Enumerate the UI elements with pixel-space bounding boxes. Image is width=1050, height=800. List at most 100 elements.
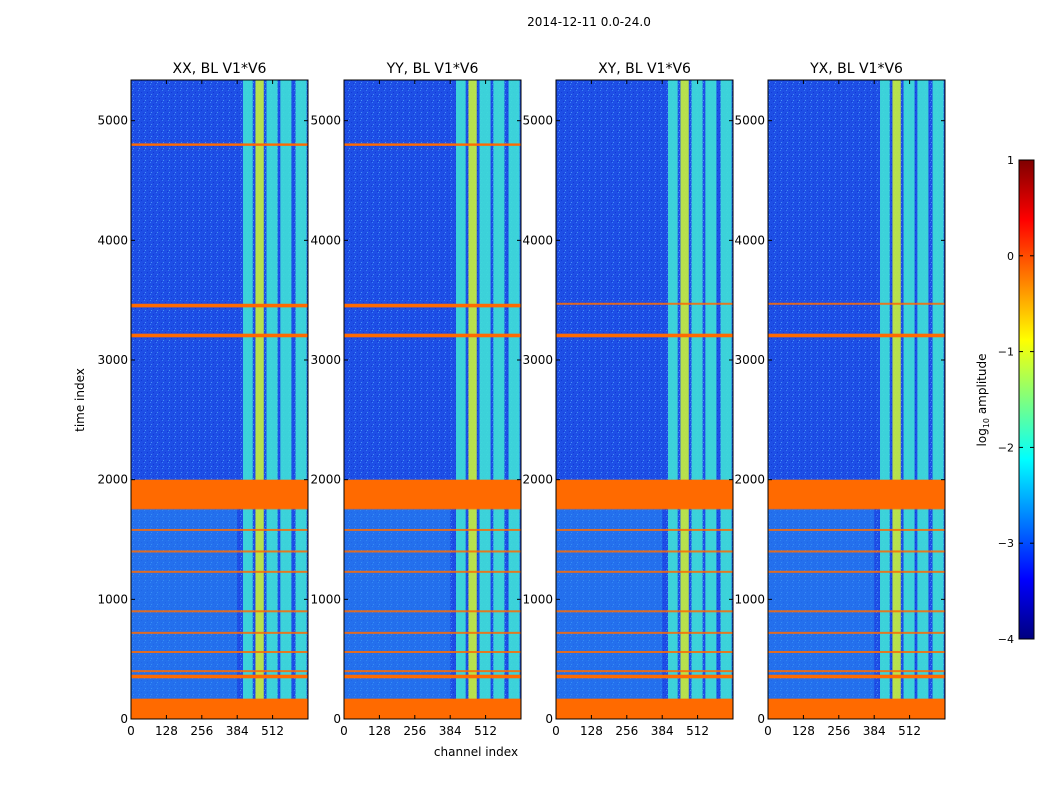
flagged-row-block [344,698,521,719]
flagged-row-block [768,698,945,719]
bright-channel-band [892,80,901,719]
x-tick-label: 0 [552,724,560,738]
flagged-line [556,650,733,653]
colorbar-tick-label: 0 [1007,250,1014,263]
y-tick-label: 1000 [97,592,128,606]
bright-channel-band [691,80,703,719]
x-tick-label: 0 [340,724,348,738]
bright-channel-band [479,80,491,719]
heatmap-panel-4: YX, BL V1*V6 0 128 256 384 512 0 1000 2000 3000 40… [734,61,946,738]
flagged-line [344,570,521,573]
flagged-line [556,670,733,673]
y-tick-label: 0 [545,712,553,726]
flagged-row-block [344,303,521,308]
heatmap-panel-1: XX, BL V1*V6 0 128 256 384 512 0 1000 2000 3000 40… [97,61,309,738]
flagged-line [556,302,733,305]
colorbar-label: log10 amplitude [975,354,991,447]
x-tick-label: 256 [403,724,426,738]
flagged-row-block [131,698,308,719]
x-tick-label: 128 [368,724,391,738]
colorbar-tick-label: −3 [998,537,1014,550]
flagged-line [131,650,308,653]
panel-title: XY, BL V1*V6 [598,61,691,77]
flagged-line [131,631,308,634]
x-tick-label: 256 [827,724,850,738]
x-axis-label: channel index [434,745,518,759]
flagged-line [344,670,521,673]
axes-frame [555,79,734,720]
x-tick-label: 512 [474,724,497,738]
bright-channel-band [243,80,253,719]
flagged-row-block [131,479,308,509]
heatmap-panel-3: XY, BL V1*V6 0 128 256 384 512 0 1000 2000 3000 40… [522,61,734,738]
flagged-row-block [556,333,733,338]
bright-channel-band [493,80,505,719]
x-tick-label: 512 [686,724,709,738]
x-tick-label: 128 [792,724,815,738]
x-tick-label: 512 [261,724,284,738]
flagged-line [768,528,945,531]
bright-channel-band [903,80,915,719]
flagged-row-block [131,143,308,146]
y-tick-label: 4000 [310,233,341,247]
colorbar-tick-label: −2 [998,441,1014,454]
bright-channel-band [932,80,944,719]
x-tick-label: 384 [226,724,249,738]
bright-channel-band [255,80,264,719]
flagged-line [344,528,521,531]
colorbar-tick-label: −4 [998,633,1014,646]
flagged-line [556,610,733,613]
flagged-line [768,650,945,653]
flagged-line [556,631,733,634]
y-tick-label: 3000 [734,353,765,367]
y-tick-label: 5000 [310,114,341,128]
flagged-line [344,631,521,634]
y-tick-label: 3000 [310,353,341,367]
x-tick-label: 384 [651,724,674,738]
flagged-line [131,570,308,573]
heatmap-lower-region [344,479,451,719]
flagged-row-block [131,303,308,308]
colorbar: 1 0 −1 −2 −3 −4 log10 amplitude [975,154,1035,646]
flagged-line [768,570,945,573]
flagged-row-block [344,143,521,146]
flagged-row-block [768,479,945,509]
y-axis-label: time index [73,368,87,432]
flagged-line [344,650,521,653]
bright-channel-band [668,80,678,719]
y-tick-label: 0 [333,712,341,726]
axes-frame [343,79,522,720]
flagged-row-block [131,333,308,338]
x-tick-label: 128 [580,724,603,738]
bright-channel-band [295,80,307,719]
heatmap-lower-region [131,479,238,719]
y-tick-label: 3000 [522,353,553,367]
x-tick-label: 384 [863,724,886,738]
y-tick-label: 1000 [734,592,765,606]
x-tick-label: 384 [439,724,462,738]
flagged-row-block [556,479,733,509]
bright-channel-band [917,80,929,719]
bright-channel-band [680,80,689,719]
bright-channel-band [880,80,890,719]
flagged-row-block [556,674,733,679]
flagged-row-block [768,333,945,338]
bright-channel-band [266,80,278,719]
flagged-line [131,528,308,531]
flagged-row-block [556,698,733,719]
flagged-line [344,610,521,613]
y-tick-label: 0 [120,712,128,726]
flagged-line [131,670,308,673]
y-tick-label: 2000 [734,473,765,487]
axes-frame [130,79,309,720]
panel-title: XX, BL V1*V6 [173,61,267,77]
y-tick-label: 4000 [734,233,765,247]
flagged-row-block [131,674,308,679]
colorbar-gradient [1018,159,1035,640]
flagged-line [131,610,308,613]
y-tick-label: 2000 [97,473,128,487]
flagged-row-block [344,333,521,338]
colorbar-tick-label: −1 [998,346,1014,359]
flagged-line [768,610,945,613]
